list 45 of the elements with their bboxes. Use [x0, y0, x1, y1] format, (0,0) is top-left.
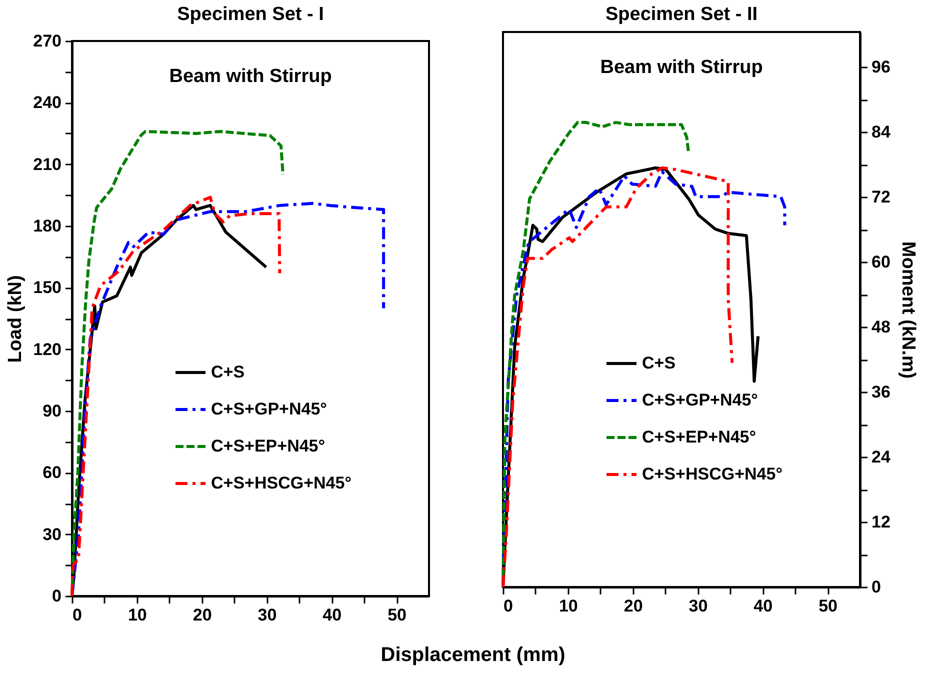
annotation: Beam with Stirrup	[169, 66, 332, 87]
y2-tick-label: 48	[872, 318, 890, 337]
y2-tick-label: 24	[872, 448, 891, 467]
x-tick-label: 40	[322, 606, 342, 624]
legend-label: C+S	[642, 354, 676, 372]
x-tick-label: 30	[688, 596, 708, 616]
y2-tick-label: 60	[872, 252, 890, 272]
legend-label: C+S+EP+N45°	[642, 428, 756, 446]
x-tick-label: 0	[504, 596, 513, 616]
y2-tick-label: 12	[872, 512, 890, 532]
y-tick-label: 270	[33, 32, 62, 50]
y-tick-label: 180	[33, 216, 62, 236]
legend-label: C+S+HSCG+N45°	[211, 474, 352, 492]
y2-tick-label: 84	[872, 122, 891, 142]
legend-label: C+S+HSCG+N45°	[642, 464, 783, 484]
x-tick-label: 10	[128, 606, 147, 624]
x-tick-label: 50	[388, 606, 407, 624]
y-tick-label: 240	[33, 93, 62, 112]
y-tick-label: 210	[33, 154, 62, 174]
legend-label: C+S+GP+N45°	[211, 400, 328, 418]
y-tick-label: 30	[42, 524, 62, 544]
y2-tick-label: 96	[872, 58, 890, 77]
y2-tick-label: 72	[872, 188, 890, 207]
x-tick-label: 0	[72, 606, 82, 624]
legend-label: C+S+EP+N45°	[211, 436, 326, 456]
x-tick-label: 20	[624, 596, 643, 616]
x-tick-label: 20	[192, 606, 212, 624]
legend-label: C+S+GP+N45°	[642, 390, 758, 410]
x-tick-label: 40	[754, 596, 773, 616]
chart-title: Specimen Set - I	[177, 4, 324, 25]
y2-axis-title: Moment (kN.m)	[897, 241, 918, 379]
chart-title: Specimen Set - II	[605, 4, 758, 25]
annotation: Beam with Stirrup	[600, 57, 763, 78]
x-axis-title: Displacement (mm)	[380, 644, 566, 667]
y2-tick-label: 0	[872, 578, 881, 596]
y2-tick-label: 36	[872, 382, 890, 402]
y-tick-label: 120	[33, 340, 62, 359]
y-tick-label: 150	[33, 278, 62, 298]
x-tick-label: 50	[818, 596, 838, 616]
legend-label: C+S	[211, 362, 245, 382]
x-tick-label: 30	[258, 606, 277, 624]
y-axis-title: Load (kN)	[5, 275, 26, 363]
x-tick-label: 10	[558, 596, 578, 616]
y-tick-label: 90	[42, 402, 62, 420]
y-tick-label: 60	[42, 463, 62, 482]
